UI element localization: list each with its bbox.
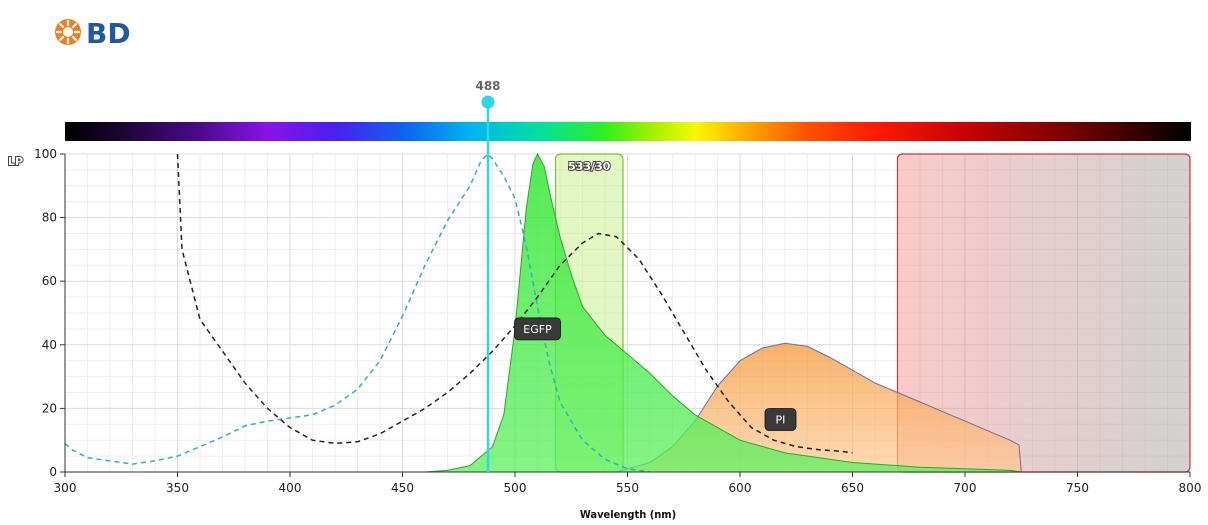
series-fills <box>424 152 1022 473</box>
laser-label: 488 <box>475 79 500 93</box>
series-tag-pi[interactable] <box>764 408 797 431</box>
bd-sunburst-icon <box>55 19 81 45</box>
y-tick-label: 40 <box>42 338 57 352</box>
x-tick-labels: 300 350 400 450 500 550 600 650 700 750 800 <box>54 472 1202 495</box>
x-tick-label: 650 <box>841 481 864 495</box>
y-tick-label: 80 <box>42 211 57 225</box>
laser-line[interactable]: 488 <box>475 79 501 472</box>
x-tick-label: 400 <box>279 481 302 495</box>
x-tick-label: 700 <box>954 481 977 495</box>
x-tick-label: 600 <box>729 481 752 495</box>
x-tick-label: 750 <box>1066 481 1089 495</box>
filter-label: 533/30 <box>568 160 611 173</box>
x-tick-label: 350 <box>166 481 189 495</box>
y-tick-label: 20 <box>42 401 57 415</box>
x-tick-label: 500 <box>504 481 527 495</box>
x-tick-label: 300 <box>54 481 77 495</box>
bd-logo: BD <box>53 14 163 50</box>
laser-handle[interactable] <box>481 95 495 109</box>
x-tick-label: 800 <box>1179 481 1202 495</box>
y-tick-label: 0 <box>49 465 57 479</box>
series-tags: EGFP PI <box>514 317 797 431</box>
series-tag-label: PI <box>776 414 786 427</box>
series-tag-label: EGFP <box>523 323 552 336</box>
y-tick-labels: 0 20 40 60 80 100 <box>34 147 65 479</box>
series-excitation-egfp[interactable] <box>64 152 651 473</box>
y-axis-label: LP <box>8 155 23 168</box>
x-axis-title: Wavelength (nm) <box>580 508 676 521</box>
bd-logo-text: BD <box>86 17 131 50</box>
x-tick-label: 450 <box>391 481 414 495</box>
series-tag-egfp[interactable] <box>514 317 561 341</box>
x-tick-label: 550 <box>616 481 639 495</box>
spectrum-color-bar <box>65 122 1191 141</box>
series-emission-egfp[interactable] <box>424 152 1022 473</box>
y-tick-label: 60 <box>42 274 57 288</box>
y-tick-label: 100 <box>34 147 57 161</box>
